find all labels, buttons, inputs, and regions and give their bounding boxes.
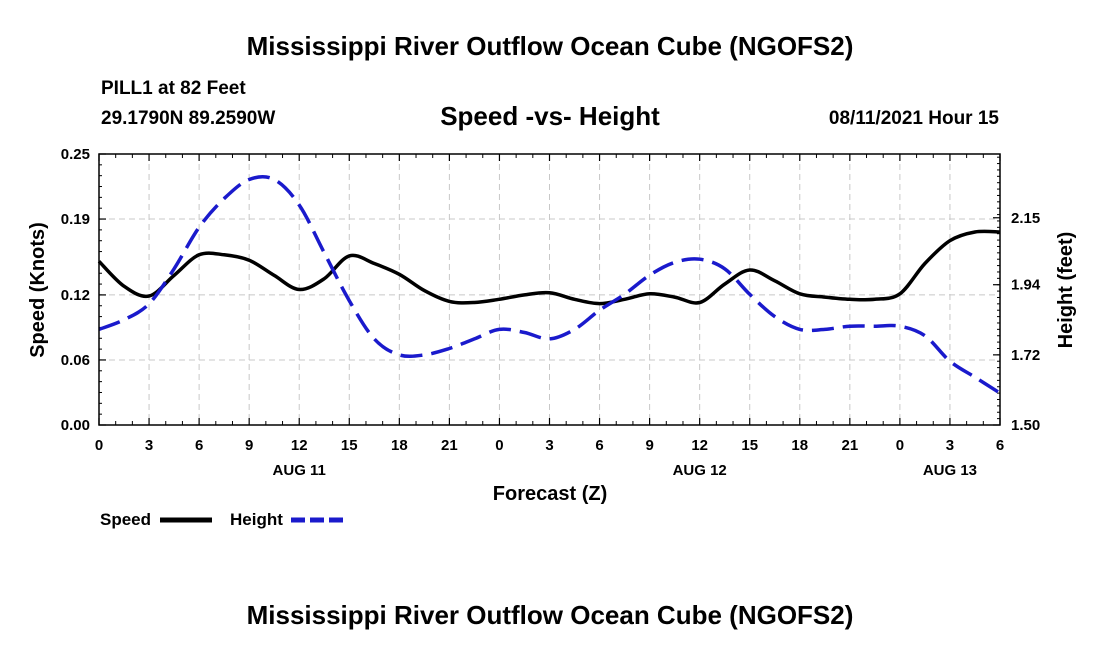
y-right-tick-label: 1.50 xyxy=(1011,417,1040,434)
legend-speed-label: Speed xyxy=(100,510,151,529)
x-tick-label: 0 xyxy=(495,437,503,454)
x-tick-label: 9 xyxy=(245,437,253,454)
x-tick-label: 18 xyxy=(791,437,808,454)
x-tick-label: 12 xyxy=(691,437,708,454)
legend: Speed Height xyxy=(100,510,343,529)
y-right-tick-label: 2.15 xyxy=(1011,210,1040,227)
x-tick-label: 3 xyxy=(145,437,153,454)
grid-lines xyxy=(99,154,1000,425)
forecast-datetime: 08/11/2021 Hour 15 xyxy=(829,108,999,129)
x-tick-label: 0 xyxy=(95,437,103,454)
tick-labels: 0 3 6 9 12 15 18 21 0 3 6 9 12 15 18 21 0 3 6 AUG 11 AUG 12 A… xyxy=(61,146,1041,479)
x-tick-label: 21 xyxy=(441,437,458,454)
chart-bottom-title: Mississippi River Outflow Ocean Cube (NG… xyxy=(247,600,854,630)
series-line-height xyxy=(98,174,1001,395)
x-tick-label: 21 xyxy=(841,437,858,454)
date-label: AUG 11 xyxy=(273,462,326,479)
x-tick-label: 9 xyxy=(645,437,653,454)
y-left-tick-label: 0.06 xyxy=(61,352,90,369)
coordinates-label: 29.1790N 89.2590W xyxy=(101,108,275,129)
x-tick-label: 6 xyxy=(996,437,1004,454)
y-right-tick-label: 1.72 xyxy=(1011,347,1040,364)
chart-main-title: Mississippi River Outflow Ocean Cube (NG… xyxy=(247,31,854,61)
x-tick-label: 15 xyxy=(741,437,758,454)
y-axis-right-title: Height (feet) xyxy=(1055,232,1077,349)
date-label: AUG 12 xyxy=(673,462,727,479)
y-left-tick-label: 0.00 xyxy=(61,417,90,434)
x-tick-label: 18 xyxy=(391,437,408,454)
series-layer xyxy=(97,174,1001,395)
x-tick-label: 12 xyxy=(291,437,308,454)
y-left-tick-label: 0.12 xyxy=(61,287,90,304)
x-tick-label: 6 xyxy=(195,437,203,454)
y-left-tick-label: 0.19 xyxy=(61,211,90,228)
x-tick-label: 6 xyxy=(595,437,603,454)
series-line-speed xyxy=(97,229,1001,306)
y-axis-left-title: Speed (Knots) xyxy=(27,222,49,358)
y-right-tick-label: 1.94 xyxy=(1011,277,1041,294)
x-tick-label: 15 xyxy=(341,437,358,454)
station-label: PILL1 at 82 Feet xyxy=(101,78,246,99)
plot-frame xyxy=(98,153,1001,426)
x-tick-label: 0 xyxy=(896,437,904,454)
chart-subtitle: Speed -vs- Height xyxy=(440,101,660,131)
x-tick-label: 3 xyxy=(946,437,954,454)
legend-height-label: Height xyxy=(230,510,283,529)
y-left-tick-label: 0.25 xyxy=(61,146,90,163)
x-axis-title: Forecast (Z) xyxy=(493,483,607,505)
date-label: AUG 13 xyxy=(923,462,977,479)
x-tick-label: 3 xyxy=(545,437,553,454)
